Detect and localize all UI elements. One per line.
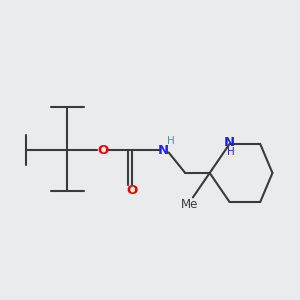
Text: H: H — [167, 136, 174, 146]
Text: H: H — [226, 147, 234, 158]
Text: O: O — [97, 143, 108, 157]
Text: N: N — [158, 143, 169, 157]
Text: O: O — [126, 184, 137, 197]
Text: N: N — [224, 136, 235, 149]
Text: Me: Me — [181, 198, 199, 211]
